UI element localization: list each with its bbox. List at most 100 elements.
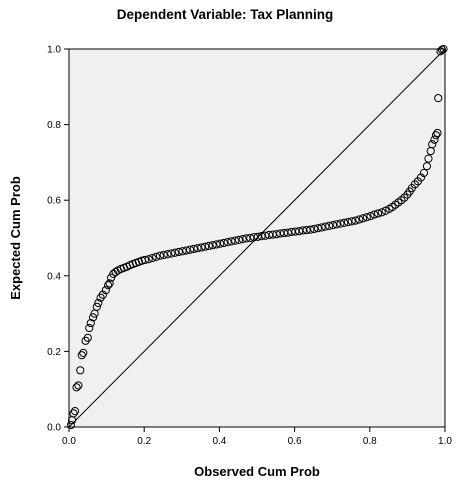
data-point (72, 383, 81, 392)
data-point (227, 237, 236, 246)
data-point (178, 247, 187, 256)
data-point (204, 241, 213, 251)
data-point (182, 246, 191, 255)
data-point (434, 94, 443, 103)
x-tick-label: 0.4 (212, 436, 226, 447)
data-point (167, 249, 176, 258)
data-point (85, 323, 94, 333)
data-point (79, 348, 88, 358)
y-tick-label: 0.6 (47, 196, 61, 207)
data-point (74, 381, 83, 390)
data-point (373, 209, 383, 218)
data-point (152, 252, 161, 261)
data-point (424, 154, 433, 163)
data-point (197, 243, 206, 252)
y-axis: 0.0 0.2 0.4 0.6 0.8 1.0 (47, 45, 69, 434)
data-point (140, 255, 150, 265)
data-point (355, 215, 364, 224)
data-point (193, 244, 202, 253)
data-point (328, 221, 338, 230)
data-point (189, 244, 198, 254)
x-axis-title: Observed Cum Prob (194, 464, 320, 479)
data-point (155, 251, 165, 260)
data-point (69, 409, 78, 418)
data-point (223, 238, 232, 247)
data-point (144, 255, 153, 264)
data-point (340, 218, 349, 227)
data-point (419, 168, 429, 178)
x-tick-label: 0.0 (62, 436, 76, 447)
x-axis: 0.0 0.2 0.4 0.6 0.8 1.0 (62, 427, 452, 447)
data-point (234, 235, 244, 244)
data-point (148, 253, 157, 263)
data-point (343, 218, 353, 227)
y-tick-label: 0.8 (47, 120, 61, 131)
data-point (212, 240, 221, 249)
y-tick-label: 0.2 (47, 347, 61, 358)
data-point (76, 366, 85, 375)
x-tick-label: 0.6 (288, 436, 302, 447)
data-point (98, 290, 107, 299)
data-point (347, 217, 356, 226)
data-point (321, 222, 330, 231)
data-point (70, 407, 80, 416)
data-point (362, 213, 371, 222)
data-point (428, 140, 437, 149)
data-point (410, 180, 420, 189)
data-point (358, 214, 368, 223)
data-point (231, 236, 240, 245)
x-tick-label: 0.8 (363, 436, 377, 447)
data-point (77, 351, 86, 360)
reference-diagonal-line (68, 48, 446, 428)
data-point (317, 223, 326, 232)
data-points (66, 44, 448, 430)
data-point (332, 220, 341, 229)
data-point (433, 128, 442, 138)
data-point (105, 279, 114, 288)
data-point (366, 211, 375, 221)
data-point (306, 225, 315, 234)
data-point (370, 210, 379, 219)
data-point (313, 224, 323, 233)
y-tick-label: 0.0 (47, 423, 61, 434)
data-point (163, 250, 172, 259)
data-point (216, 239, 225, 248)
data-point (185, 245, 195, 254)
data-point (437, 45, 447, 54)
data-point (92, 302, 101, 311)
data-point (431, 131, 441, 140)
y-tick-label: 0.4 (47, 271, 61, 282)
chart-title: Dependent Variable: Tax Planning (117, 7, 334, 22)
data-point (351, 216, 360, 225)
data-point (83, 333, 92, 342)
data-point (66, 421, 75, 430)
data-point (94, 298, 103, 308)
data-point (208, 241, 217, 250)
data-point (422, 162, 432, 171)
data-point (170, 248, 180, 257)
x-tick-label: 0.2 (137, 436, 151, 447)
data-point (159, 250, 168, 260)
y-tick-label: 1.0 (47, 45, 61, 56)
data-point (219, 238, 229, 248)
data-point (310, 224, 319, 234)
y-axis-title: Expected Cum Prob (8, 176, 23, 300)
data-point (397, 196, 406, 205)
data-point (86, 318, 95, 328)
data-point (416, 173, 426, 182)
data-point (325, 221, 334, 231)
data-point (201, 242, 210, 251)
data-point (104, 281, 113, 290)
x-tick-label: 1.0 (438, 436, 452, 447)
data-point (377, 208, 386, 217)
data-point (439, 44, 448, 54)
data-point (336, 219, 345, 228)
data-point (101, 286, 110, 295)
data-point (400, 193, 409, 202)
data-point (88, 313, 98, 322)
data-point (174, 247, 183, 257)
data-point (430, 135, 439, 144)
data-point (381, 206, 390, 215)
